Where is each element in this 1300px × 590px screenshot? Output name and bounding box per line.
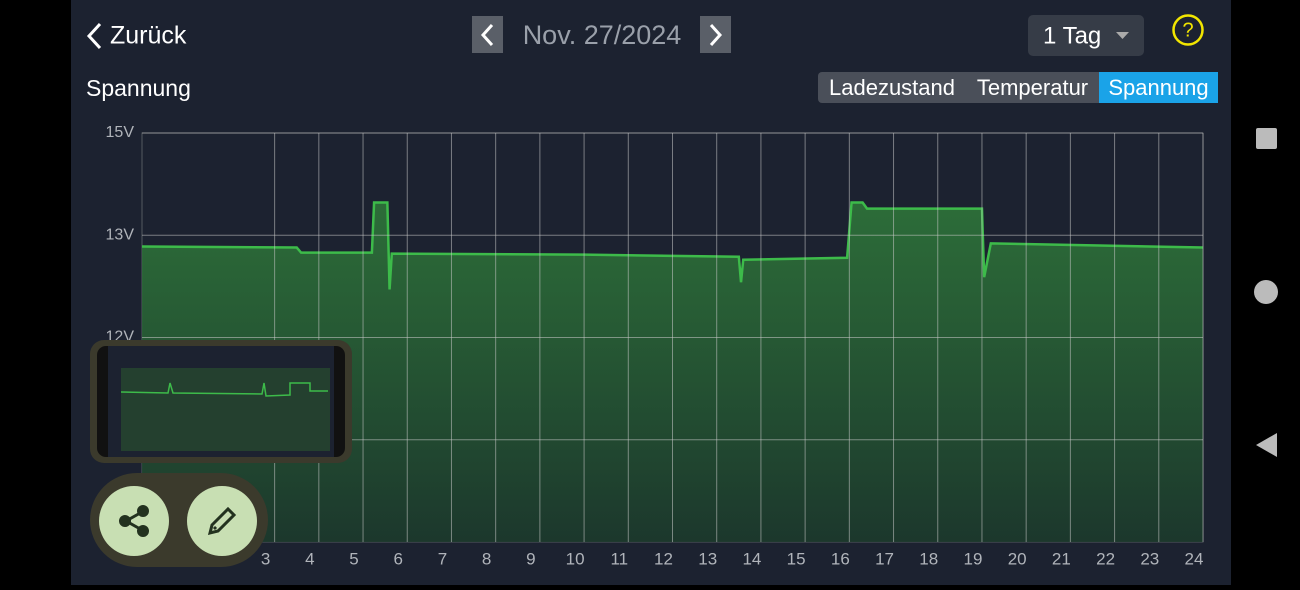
x-tick-label: 12 <box>654 549 673 568</box>
thumbnail-chart <box>121 368 330 451</box>
date-label: Nov. 27/2024 <box>523 20 682 50</box>
share-icon <box>119 505 149 537</box>
chart-title: Spannung <box>86 75 191 101</box>
nav-home[interactable] <box>1254 280 1278 304</box>
x-tick-label: 17 <box>875 549 894 568</box>
x-tick-label: 10 <box>566 549 585 568</box>
x-tick-label: 22 <box>1096 549 1115 568</box>
edit-icon <box>207 506 237 536</box>
share-button[interactable] <box>99 486 169 556</box>
x-tick-label: 15 <box>787 549 806 568</box>
dropdown-arrow <box>1116 32 1129 39</box>
help-label: ? <box>1182 19 1193 41</box>
x-tick-label: 24 <box>1185 549 1204 568</box>
tab-label: Temperatur <box>977 75 1088 100</box>
x-tick-label: 5 <box>349 549 358 568</box>
thumbnail-line <box>120 382 328 397</box>
y-tick-label: 15V <box>106 124 135 141</box>
tab[interactable] <box>1099 72 1218 103</box>
x-tick-label: 7 <box>438 549 447 568</box>
x-tick-label: 21 <box>1052 549 1071 568</box>
x-tick-label: 3 <box>261 549 270 568</box>
tab-label: Spannung <box>1108 75 1208 100</box>
x-tick-label: 13 <box>698 549 717 568</box>
line <box>141 201 1204 290</box>
x-tick-label: 11 <box>610 549 628 568</box>
help-button[interactable] <box>1172 14 1204 46</box>
prev-icon <box>480 23 494 47</box>
nav-recent[interactable] <box>1256 128 1277 149</box>
back-button[interactable]: Zurück <box>110 22 187 50</box>
x-tick-label: 4 <box>305 549 314 568</box>
x-tick-label: 23 <box>1140 549 1159 568</box>
x-tick-label: 20 <box>1008 549 1027 568</box>
nav-back[interactable] <box>1256 433 1277 457</box>
x-tick-label: 19 <box>963 549 982 568</box>
back-icon[interactable] <box>86 22 102 50</box>
x-tick-label: 6 <box>394 549 403 568</box>
x-tick-label: 18 <box>919 549 938 568</box>
edit-button[interactable] <box>187 486 257 556</box>
x-tick-label: 8 <box>482 549 491 568</box>
range-label: 1 Tag <box>1043 22 1101 49</box>
x-tick-label: 9 <box>526 549 535 568</box>
next-icon <box>709 23 723 47</box>
y-tick-label: 13V <box>106 226 135 243</box>
prev-day[interactable] <box>472 16 503 53</box>
x-tick-label: 14 <box>742 549 761 568</box>
range-dropdown[interactable] <box>1028 15 1144 56</box>
tab-label: Ladezustand <box>829 75 955 100</box>
next-day[interactable] <box>700 16 731 53</box>
x-tick-label: 16 <box>831 549 850 568</box>
